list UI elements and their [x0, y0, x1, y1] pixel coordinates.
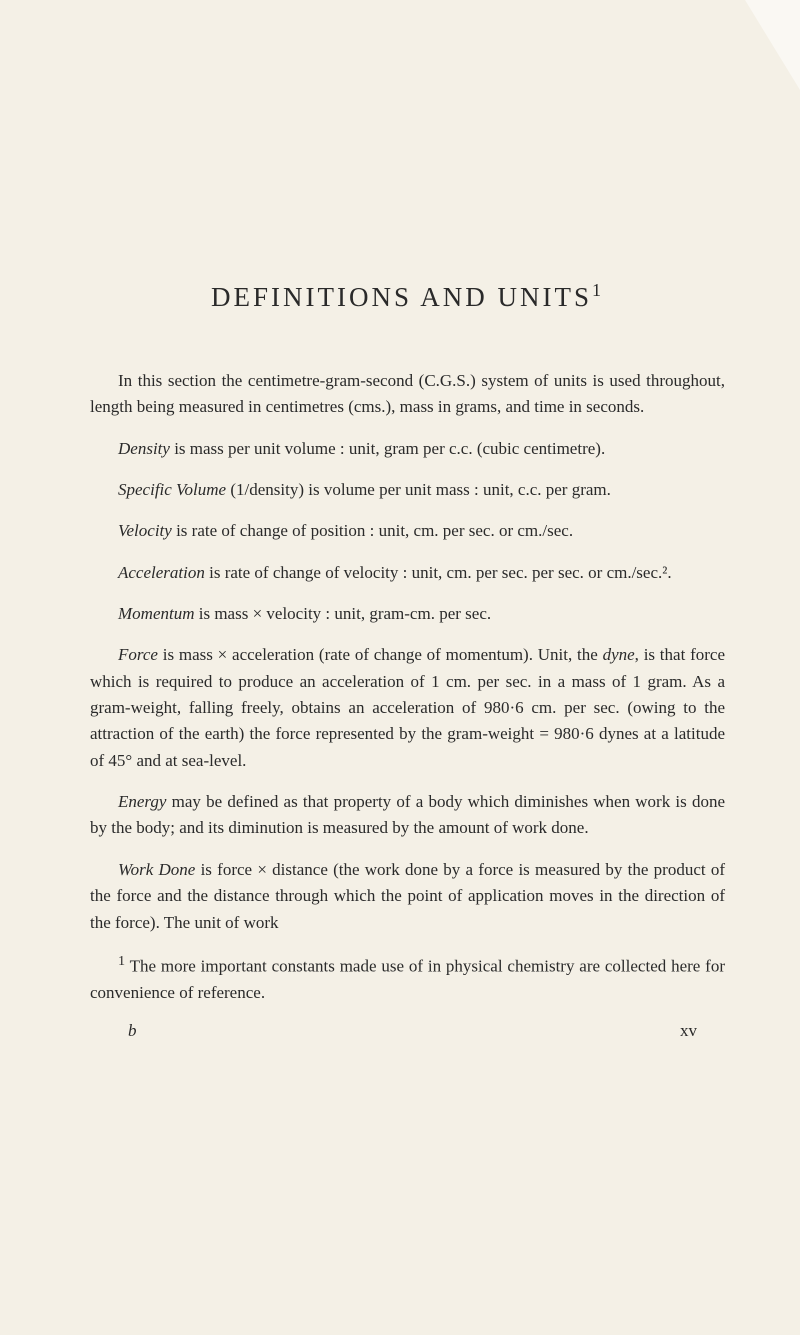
footnote-text: The more important constants made use of…	[90, 957, 725, 1002]
energy-term: Energy	[118, 792, 166, 811]
density-paragraph: Density is mass per unit volume : unit, …	[90, 436, 725, 462]
velocity-paragraph: Velocity is rate of change of position :…	[90, 518, 725, 544]
momentum-text: is mass × velocity : unit, gram-cm. per …	[194, 604, 491, 623]
title-text: DEFINITIONS AND UNITS	[211, 282, 592, 312]
momentum-paragraph: Momentum is mass × velocity : unit, gram…	[90, 601, 725, 627]
title-footnote-marker: 1	[592, 280, 604, 300]
intro-paragraph: In this section the centimetre-gram-seco…	[90, 368, 725, 421]
specific-volume-paragraph: Specific Volume (1/density) is volume pe…	[90, 477, 725, 503]
energy-text: may be defined as that property of a bod…	[90, 792, 725, 837]
acceleration-paragraph: Acceleration is rate of change of veloci…	[90, 560, 725, 586]
velocity-text: is rate of change of position : unit, cm…	[172, 521, 573, 540]
work-paragraph: Work Done is force × distance (the work …	[90, 857, 725, 936]
force-text1: is mass × acceleration (rate of change o…	[158, 645, 603, 664]
footnote: 1 The more important constants made use …	[90, 951, 725, 1006]
density-term: Density	[118, 439, 170, 458]
force-dyne-term: dyne	[603, 645, 635, 664]
accel-text: is rate of change of velocity : unit, cm…	[205, 563, 672, 582]
page-title: DEFINITIONS AND UNITS1	[90, 280, 725, 313]
velocity-term: Velocity	[118, 521, 172, 540]
density-text: is mass per unit volume : unit, gram per…	[170, 439, 605, 458]
signature-mark: b	[128, 1021, 137, 1041]
specvol-text: (1/density) is volume per unit mass : un…	[226, 480, 611, 499]
page-fold-mark	[745, 0, 800, 90]
accel-term: Acceleration	[118, 563, 205, 582]
specvol-term: Specific Volume	[118, 480, 226, 499]
force-term: Force	[118, 645, 158, 664]
page-number: xv	[680, 1021, 697, 1041]
work-term: Work Done	[118, 860, 195, 879]
page-footer: b xv	[90, 1021, 725, 1041]
momentum-term: Momentum	[118, 604, 194, 623]
force-paragraph: Force is mass × acceleration (rate of ch…	[90, 642, 725, 774]
energy-paragraph: Energy may be defined as that property o…	[90, 789, 725, 842]
